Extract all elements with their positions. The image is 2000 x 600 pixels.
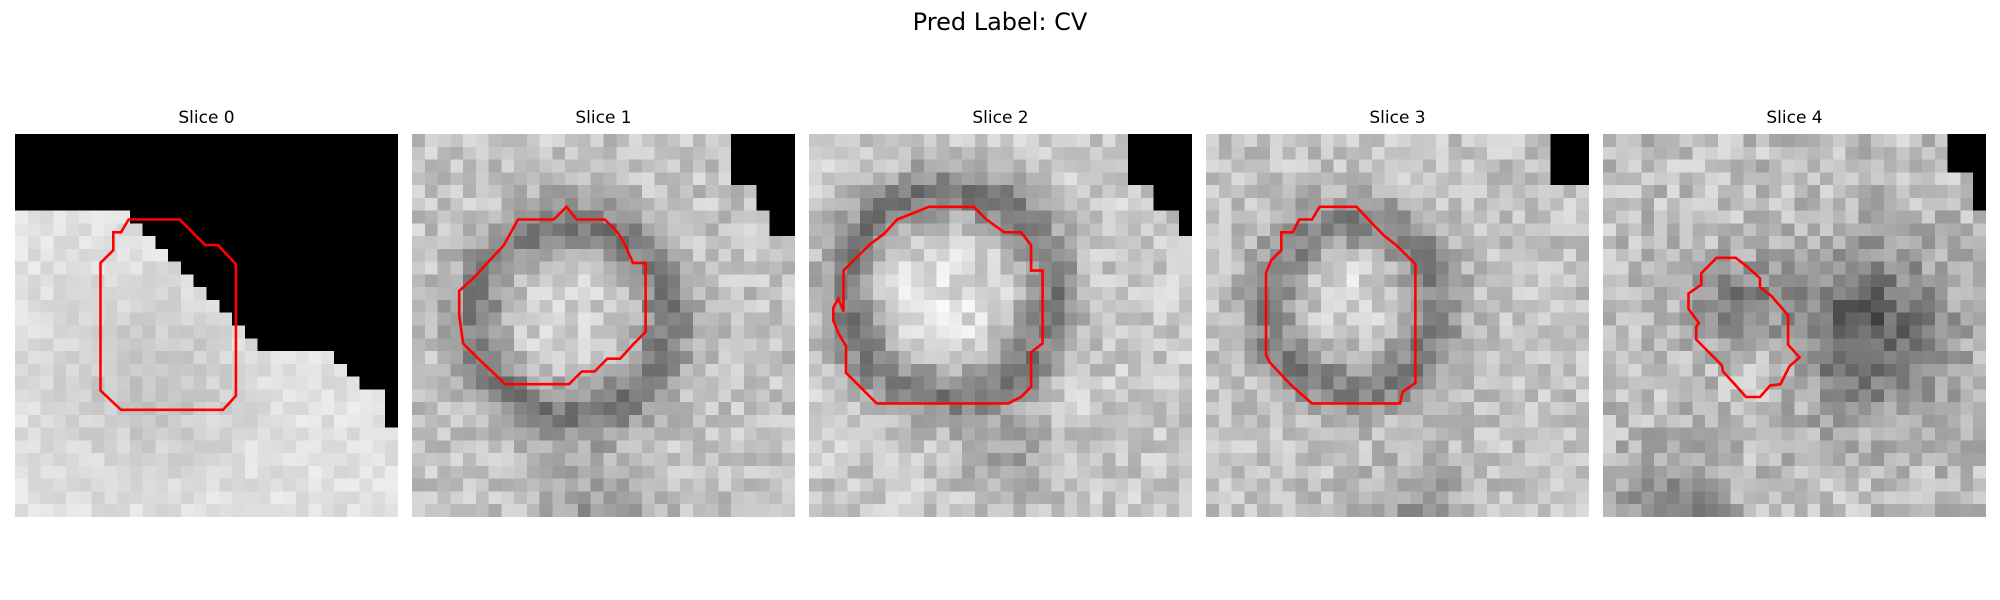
mri-slice-image-2 bbox=[809, 134, 1192, 517]
segmentation-contour-1 bbox=[457, 204, 647, 386]
segmentation-contour-3 bbox=[1264, 205, 1417, 405]
slice-title-2: Slice 2 bbox=[972, 108, 1029, 128]
mri-slice-image-1 bbox=[412, 134, 795, 517]
segmentation-contour-4 bbox=[1687, 256, 1802, 399]
figure-title: Pred Label: CV bbox=[912, 8, 1088, 36]
mri-slice-image-4 bbox=[1603, 134, 1986, 517]
mri-slice-image-0 bbox=[15, 134, 398, 517]
slice-title-4: Slice 4 bbox=[1766, 108, 1823, 128]
slice-title-3: Slice 3 bbox=[1369, 108, 1426, 128]
segmentation-contour-2 bbox=[831, 205, 1044, 405]
slice-title-0: Slice 0 bbox=[178, 108, 235, 128]
segmentation-contour-0 bbox=[99, 218, 238, 412]
mri-slice-image-3 bbox=[1206, 134, 1589, 517]
slice-title-1: Slice 1 bbox=[575, 108, 632, 128]
